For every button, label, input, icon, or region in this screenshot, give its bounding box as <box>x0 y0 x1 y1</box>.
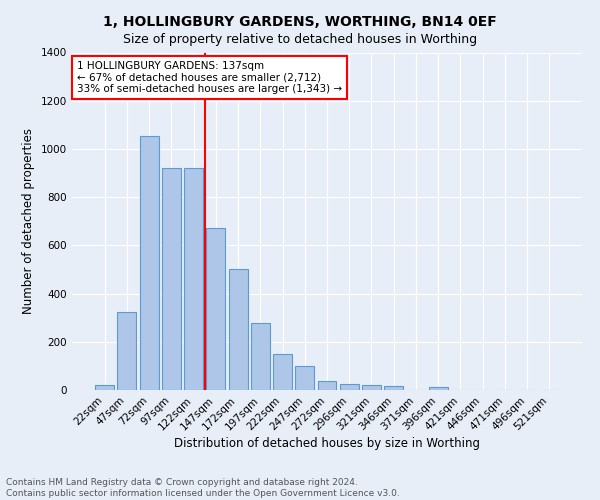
Bar <box>317 381 337 390</box>
Y-axis label: Number of detached properties: Number of detached properties <box>22 128 35 314</box>
Bar <box>340 384 359 390</box>
Bar <box>206 228 225 390</box>
X-axis label: Distribution of detached houses by size in Worthing: Distribution of detached houses by size … <box>174 438 480 450</box>
Bar <box>295 366 314 390</box>
Bar <box>362 384 381 390</box>
Text: 1, HOLLINGBURY GARDENS, WORTHING, BN14 0EF: 1, HOLLINGBURY GARDENS, WORTHING, BN14 0… <box>103 15 497 29</box>
Bar <box>273 354 292 390</box>
Bar <box>140 136 158 390</box>
Bar <box>118 312 136 390</box>
Bar <box>95 385 114 390</box>
Bar <box>162 168 181 390</box>
Bar <box>429 387 448 390</box>
Text: Size of property relative to detached houses in Worthing: Size of property relative to detached ho… <box>123 32 477 46</box>
Text: Contains HM Land Registry data © Crown copyright and database right 2024.
Contai: Contains HM Land Registry data © Crown c… <box>6 478 400 498</box>
Text: 1 HOLLINGBURY GARDENS: 137sqm
← 67% of detached houses are smaller (2,712)
33% o: 1 HOLLINGBURY GARDENS: 137sqm ← 67% of d… <box>77 61 342 94</box>
Bar <box>229 270 248 390</box>
Bar <box>251 323 270 390</box>
Bar <box>184 168 203 390</box>
Bar <box>384 386 403 390</box>
